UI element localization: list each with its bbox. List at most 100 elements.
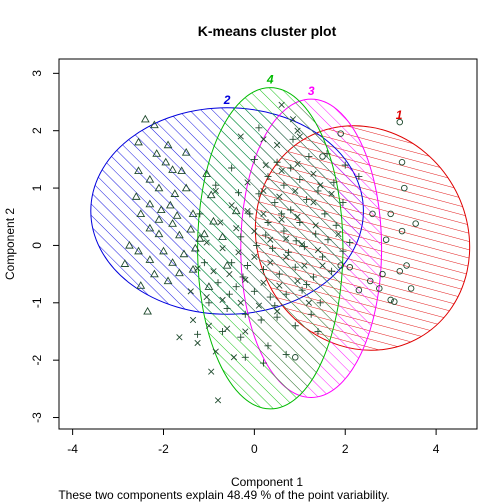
cluster-2-point <box>177 166 187 175</box>
cluster-4-point <box>230 354 238 361</box>
x-axis-label: Component 1 <box>231 475 303 489</box>
cluster-2-point <box>206 190 216 199</box>
cluster-4-point <box>310 199 317 206</box>
cluster-2-point <box>134 246 143 255</box>
cluster-3-point <box>309 273 317 281</box>
cluster-3-point <box>264 173 272 181</box>
cluster-3-point <box>330 178 338 186</box>
cluster-1-point <box>387 210 394 218</box>
cluster-3-point <box>271 198 279 206</box>
cluster-1-point <box>337 262 344 269</box>
y-tick-label: -2 <box>30 355 44 366</box>
cluster-2-point <box>140 114 150 123</box>
cluster-2-point <box>120 259 130 267</box>
cluster-2-point <box>222 261 232 269</box>
cluster-3-point <box>278 210 286 218</box>
y-tick-label: 0 <box>30 242 44 249</box>
cluster-3-point <box>282 350 290 358</box>
cluster-4-point <box>260 210 267 218</box>
cluster-4-point <box>217 219 224 226</box>
cluster-1-point <box>401 184 408 192</box>
cluster-4-point <box>267 259 274 266</box>
cluster-4-point <box>276 282 283 289</box>
cluster-2-point <box>175 230 184 239</box>
cluster-4-point <box>305 299 313 306</box>
cluster-3-point <box>296 175 304 183</box>
cluster-4-point <box>205 322 213 329</box>
cluster-3-point <box>298 286 306 294</box>
cluster-1-point <box>292 354 299 361</box>
cluster-2-point <box>168 258 177 266</box>
cluster-4-point <box>194 265 201 272</box>
cluster-4-point <box>276 193 283 200</box>
cluster-4-point <box>237 299 244 306</box>
cluster-3-point <box>194 330 202 338</box>
cluster-2-point <box>145 223 155 232</box>
cluster-3-point <box>214 279 222 287</box>
cluster-4-point <box>210 268 217 275</box>
cluster-3-point <box>241 310 249 318</box>
cluster-4-point <box>242 328 249 335</box>
cluster-2-point <box>168 219 177 227</box>
cluster-1-point <box>382 236 390 243</box>
cluster-3-point <box>291 263 299 271</box>
cluster-3-point <box>264 218 272 226</box>
cluster-2-point <box>154 229 164 238</box>
cluster-4-point <box>251 227 258 235</box>
chart-subtitle: These two components explain 48.49 % of … <box>58 488 389 502</box>
cluster-2-point <box>188 209 198 218</box>
cluster-4-point <box>212 348 219 355</box>
cluster-2-point <box>154 183 164 192</box>
cluster-4-point <box>233 225 240 232</box>
cluster-3-point <box>316 299 324 307</box>
cluster-3-point <box>259 266 267 274</box>
cluster-4-point <box>235 249 242 256</box>
x-tick-label: -4 <box>67 442 78 456</box>
cluster-3-point <box>314 187 322 195</box>
cluster-3-point <box>223 305 231 313</box>
cluster-2-point <box>136 281 146 289</box>
cluster-3-point <box>292 237 300 245</box>
cluster-3-point <box>280 227 288 235</box>
cluster-2-point <box>168 165 177 173</box>
cluster-3-point <box>225 290 233 298</box>
y-tick-label: 1 <box>30 184 44 191</box>
cluster-3-point <box>273 313 281 321</box>
cluster-4-point <box>187 288 194 295</box>
cluster-2-label: 2 <box>223 93 231 107</box>
cluster-3-point <box>257 316 265 324</box>
cluster-3-point <box>234 189 242 197</box>
cluster-3-point <box>287 206 295 214</box>
cluster-3-point <box>296 218 304 226</box>
cluster-2-point <box>181 183 191 192</box>
cluster-1-point <box>391 298 398 305</box>
cluster-points <box>120 101 419 404</box>
cluster-1-point <box>398 227 406 235</box>
cluster-4-point <box>228 202 235 209</box>
cluster-4-point <box>260 136 267 143</box>
cluster-4-point <box>267 236 274 243</box>
cluster-3-point <box>253 241 261 249</box>
cluster-4-point <box>226 270 233 278</box>
cluster-3-point <box>237 233 245 241</box>
cluster-3-point <box>319 253 327 261</box>
cluster-2-point <box>145 255 155 263</box>
cluster-2-point <box>172 211 182 219</box>
cluster-4-point <box>301 262 308 269</box>
x-tick-label: 0 <box>251 442 258 456</box>
cluster-3-point <box>232 283 240 291</box>
cluster-2-point <box>161 157 171 166</box>
cluster-2-point <box>125 240 134 249</box>
cluster-4-point <box>262 162 269 169</box>
cluster-4-point <box>203 239 210 246</box>
x-axis: -4 -2 0 2 4 <box>67 428 440 456</box>
cluster-3-point <box>266 293 274 301</box>
cluster-2-point <box>134 137 143 146</box>
cluster-3-point <box>324 236 332 244</box>
cluster-2-point <box>163 140 173 149</box>
cluster-3-point <box>219 327 227 335</box>
cluster-3-point <box>312 230 320 238</box>
cluster-3-point <box>346 239 354 247</box>
cluster-2-point <box>204 282 214 290</box>
